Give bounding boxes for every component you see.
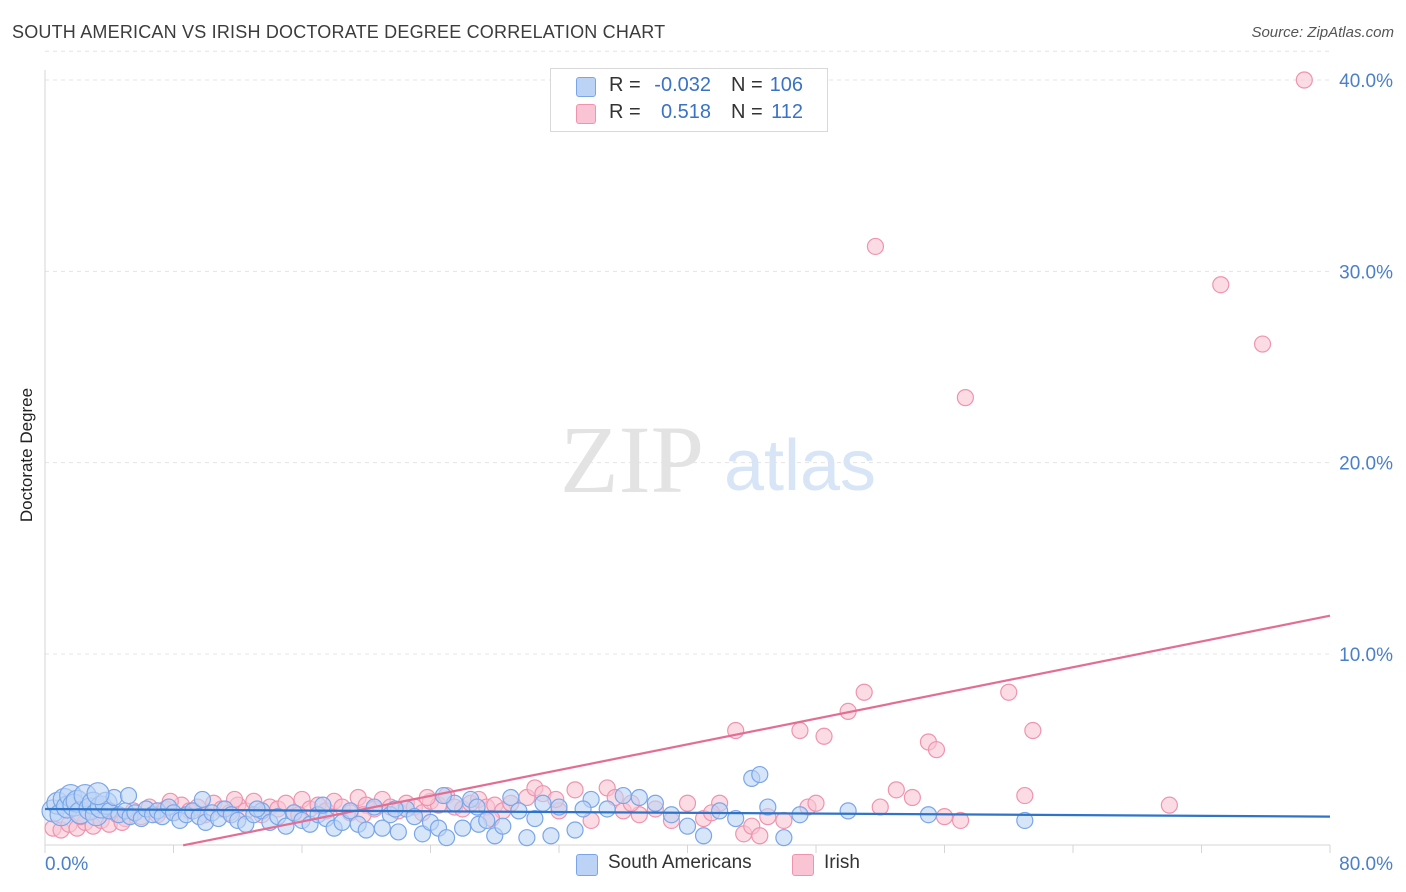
data-point xyxy=(928,742,944,758)
y-tick-label: 40.0% xyxy=(1339,71,1393,92)
stats-legend: R = -0.032 N = 106 R = 0.518 N = 112 xyxy=(550,68,828,132)
y-tick-label: 20.0% xyxy=(1339,454,1393,475)
legend-r-value: 0.518 xyxy=(649,101,711,124)
data-point xyxy=(647,795,663,811)
data-point xyxy=(663,807,679,823)
watermark-zip: ZIP xyxy=(560,406,704,513)
data-point xyxy=(680,795,696,811)
data-point xyxy=(888,782,904,798)
data-point xyxy=(867,238,883,254)
y-tick-label: 10.0% xyxy=(1339,645,1393,666)
bottom-legend-label: South Americans xyxy=(608,852,752,874)
bottom-legend-label: Irish xyxy=(824,852,860,874)
data-point xyxy=(776,830,792,846)
data-point xyxy=(1161,797,1177,813)
data-point xyxy=(1017,788,1033,804)
watermark-atlas: atlas xyxy=(724,426,876,506)
data-point xyxy=(599,801,615,817)
data-point xyxy=(957,390,973,406)
legend-swatch-pink xyxy=(576,104,596,124)
legend-r-label: R = xyxy=(609,101,641,124)
legend-row-irish: R = 0.518 N = 112 xyxy=(551,100,827,126)
data-point xyxy=(455,820,471,836)
data-point xyxy=(439,830,455,846)
data-point xyxy=(937,809,953,825)
data-point xyxy=(752,828,768,844)
data-point xyxy=(358,822,374,838)
data-point xyxy=(808,795,824,811)
legend-n-value: 112 xyxy=(763,101,803,124)
data-point xyxy=(479,812,495,828)
data-point xyxy=(575,801,591,817)
data-point xyxy=(856,684,872,700)
data-point xyxy=(752,767,768,783)
data-point xyxy=(249,801,265,817)
legend-r-value: -0.032 xyxy=(649,74,711,97)
data-point xyxy=(1255,336,1271,352)
scatter-chart: ZIP atlas 10.0% 20.0% 30.0% 40.0% 0.0% 80.0% xyxy=(0,0,1406,892)
x-tick-label: 0.0% xyxy=(45,854,88,875)
data-point xyxy=(615,788,631,804)
data-point xyxy=(696,828,712,844)
legend-n-label: N = xyxy=(731,101,763,124)
data-point xyxy=(435,788,451,804)
tick-labels: 10.0% 20.0% 30.0% 40.0% 0.0% 80.0% xyxy=(45,71,1393,875)
data-point xyxy=(194,791,210,807)
gridlines xyxy=(45,51,1330,654)
x-tick-label: 80.0% xyxy=(1339,854,1393,875)
data-point xyxy=(519,830,535,846)
data-point xyxy=(792,723,808,739)
bottom-legend-swatch-blue xyxy=(576,854,598,876)
data-point xyxy=(567,822,583,838)
legend-r-label: R = xyxy=(609,74,641,97)
data-point xyxy=(1296,72,1312,88)
bottom-legend-swatch-pink xyxy=(792,854,814,876)
data-point xyxy=(1025,723,1041,739)
data-point xyxy=(1213,277,1229,293)
data-point xyxy=(495,818,511,834)
data-point xyxy=(904,790,920,806)
data-point xyxy=(776,812,792,828)
data-point xyxy=(792,807,808,823)
data-point xyxy=(840,803,856,819)
legend-n-label: N = xyxy=(731,74,763,97)
legend-n-value: 106 xyxy=(763,74,803,97)
data-point xyxy=(87,783,109,805)
legend-row-south-americans: R = -0.032 N = 106 xyxy=(551,73,827,99)
data-point xyxy=(872,799,888,815)
legend-swatch-blue xyxy=(576,77,596,97)
y-tick-label: 30.0% xyxy=(1339,262,1393,283)
data-point xyxy=(631,790,647,806)
data-point xyxy=(816,728,832,744)
data-point xyxy=(680,818,696,834)
data-point xyxy=(535,795,551,811)
data-point xyxy=(567,782,583,798)
data-point xyxy=(1001,684,1017,700)
data-point xyxy=(712,803,728,819)
data-point xyxy=(121,788,137,804)
data-point xyxy=(543,828,559,844)
data-point xyxy=(390,824,406,840)
